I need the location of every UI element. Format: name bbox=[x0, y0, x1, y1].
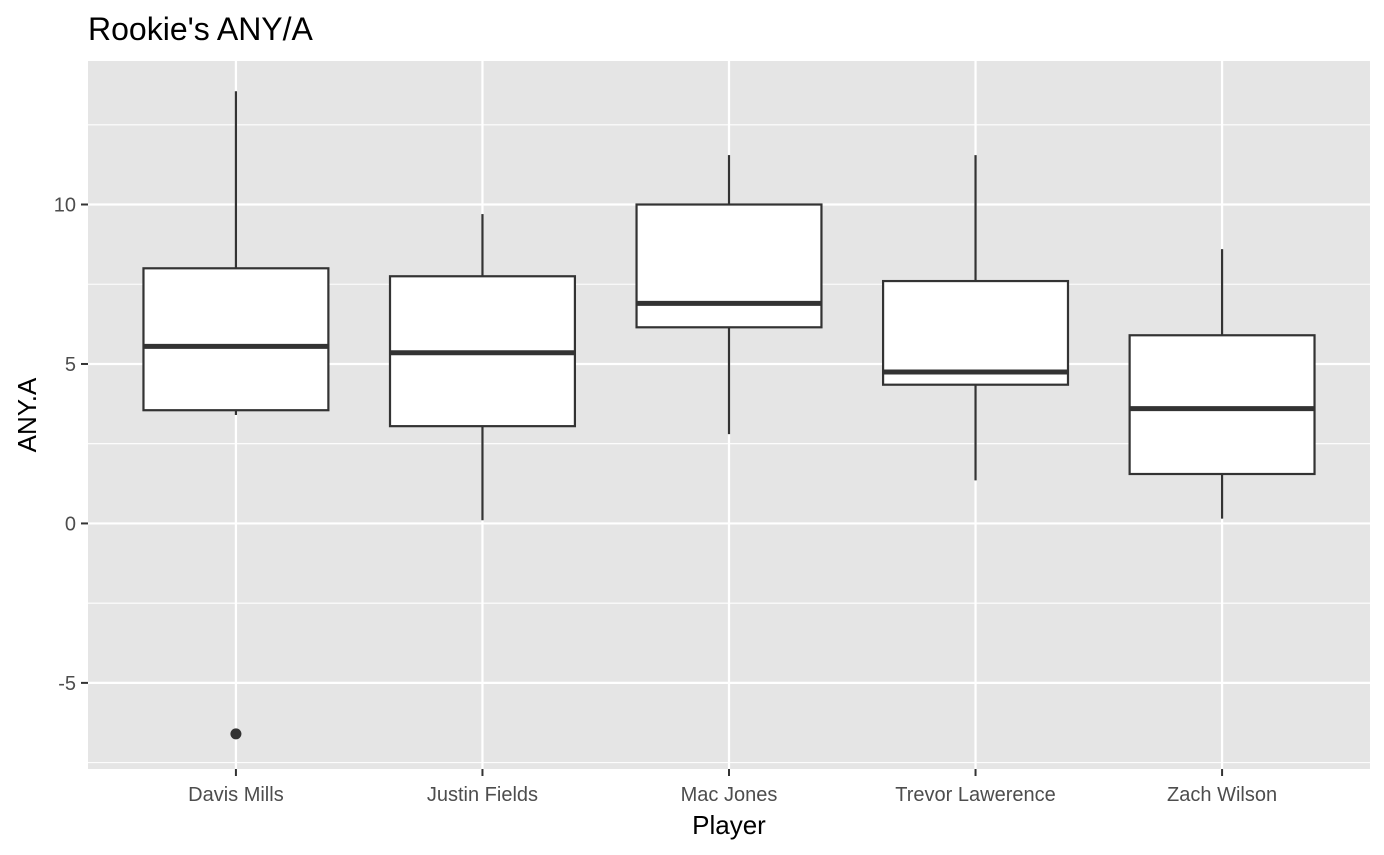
box-davis-mills bbox=[142, 91, 330, 740]
y-tick-label: 0 bbox=[65, 513, 76, 535]
y-tick-label: 10 bbox=[54, 195, 76, 217]
y-axis-title: ANY.A bbox=[12, 377, 42, 452]
axis-ticks: -5 0 5 10 Davis Mills Justin Fields Mac Jones T… bbox=[54, 195, 1277, 806]
x-tick-label: Davis Mills bbox=[188, 784, 284, 806]
box-justin-fields bbox=[388, 214, 577, 521]
chart-title: Rookie's ANY/A bbox=[88, 11, 314, 47]
x-axis-title: Player bbox=[692, 810, 766, 840]
x-tick-label: Justin Fields bbox=[427, 784, 538, 806]
x-tick-label: Trevor Lawerence bbox=[895, 784, 1055, 806]
box-layer bbox=[142, 91, 1316, 740]
iqr-box bbox=[881, 279, 1070, 386]
box-zach-wilson bbox=[1128, 249, 1316, 519]
outlier-point bbox=[230, 728, 242, 740]
iqr-box bbox=[142, 267, 330, 412]
box-trevor-lawerence bbox=[881, 155, 1070, 481]
y-tick-label: 5 bbox=[65, 354, 76, 376]
y-tick-label: -5 bbox=[58, 673, 76, 695]
x-tick-label: Mac Jones bbox=[681, 784, 778, 806]
iqr-box bbox=[635, 203, 823, 329]
iqr-box bbox=[1128, 334, 1316, 476]
box-mac-jones bbox=[635, 155, 823, 435]
x-tick-label: Zach Wilson bbox=[1167, 784, 1277, 806]
